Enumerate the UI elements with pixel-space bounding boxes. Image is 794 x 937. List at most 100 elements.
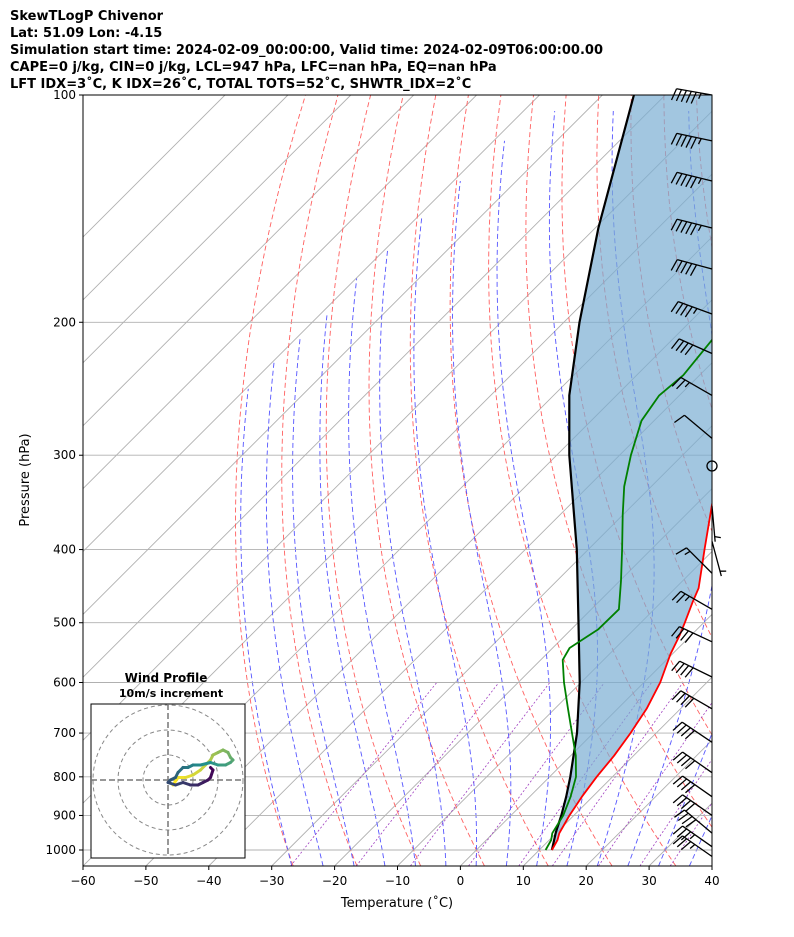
- y-tick-label: 800: [53, 770, 76, 784]
- x-axis-ticks: −60 −50 −40 −30 −20 −10 0 10 20 30 40: [70, 866, 720, 888]
- dry-adiabat-line: [525, 95, 712, 828]
- wind-barb: [672, 825, 713, 848]
- moist-adiabat-line: [452, 180, 512, 866]
- wind-barb: [670, 132, 713, 149]
- indices-label-1: CAPE=0 j/kg, CIN=0 j/kg, LCL=947 hPa, LF…: [10, 60, 497, 75]
- wind-barb: [670, 338, 713, 356]
- wind-barb: [671, 376, 713, 397]
- dry-adiabat-line: [449, 95, 613, 866]
- x-tick-label: 20: [579, 874, 594, 888]
- x-tick-label: −30: [259, 874, 284, 888]
- dry-adiabat-line: [762, 95, 794, 866]
- isotherm-line: [83, 95, 352, 364]
- hodograph-segment: [199, 761, 212, 767]
- isotherm-line: [83, 95, 477, 490]
- cape-cin-shading: [551, 95, 712, 850]
- cin-shading: [551, 95, 712, 850]
- profile-lines: [544, 95, 712, 851]
- y-tick-label: 700: [53, 726, 76, 740]
- isotherm-line: [334, 487, 712, 866]
- wind-barb: [675, 547, 713, 574]
- isotherm-line: [145, 299, 712, 866]
- indices-label-2: LFT IDX=3˚C, K IDX=26˚C, TOTAL TOTS=52˚C…: [10, 77, 472, 92]
- wind-profile-inset: Wind Profile 10m/s increment: [90, 671, 246, 859]
- wind-barb: [672, 835, 713, 858]
- isotherm-line: [711, 865, 712, 866]
- wind-barb: [672, 794, 713, 816]
- wind-barb: [671, 626, 713, 643]
- wind-barb: [670, 171, 713, 189]
- mixing-ratio-line: [290, 682, 438, 866]
- y-tick-label: 300: [53, 448, 76, 462]
- isotherm-line: [83, 95, 540, 553]
- moist-adiabat-line: [413, 216, 478, 866]
- wind-barb: [672, 721, 713, 743]
- wind-barb: [670, 218, 713, 236]
- dewpoint-line: [544, 338, 712, 851]
- x-tick-label: 30: [641, 874, 656, 888]
- x-tick-label: 40: [704, 874, 719, 888]
- dry-adiabat-line: [235, 95, 306, 866]
- isotherm-line: [271, 425, 712, 866]
- wind-barb: [670, 259, 713, 276]
- dry-adiabat-line: [409, 95, 549, 866]
- isotherm-line: [522, 676, 712, 866]
- isotherm-line: [83, 95, 415, 427]
- wind-barb: [670, 301, 713, 318]
- wind-barbs: [670, 88, 727, 858]
- x-tick-label: 10: [516, 874, 531, 888]
- wind-barb: [671, 690, 713, 710]
- moist-adiabat-line: [720, 111, 794, 866]
- moist-adiabat-line: [292, 338, 355, 866]
- wind-barb: [672, 775, 713, 798]
- hodograph-title: Wind Profile: [125, 671, 208, 685]
- wind-barb: [674, 414, 713, 439]
- x-tick-label: −40: [196, 874, 221, 888]
- moist-adiabat-line: [348, 278, 416, 866]
- y-tick-label: 200: [53, 315, 76, 329]
- x-tick-label: −50: [133, 874, 158, 888]
- moist-adiabat-line: [319, 313, 386, 866]
- y-tick-label: 400: [53, 543, 76, 557]
- wind-barb: [670, 88, 713, 104]
- mixing-ratio-line: [669, 802, 712, 866]
- wind-barb: [711, 541, 727, 577]
- chart-header: SkewTLogP Chivenor Lat: 51.09 Lon: -4.15…: [10, 8, 603, 93]
- mixing-ratio-line: [551, 682, 684, 866]
- wind-barb: [672, 751, 713, 774]
- wind-barb: [674, 809, 713, 834]
- hodograph-subtitle: 10m/s increment: [119, 687, 223, 700]
- isotherm-line: [83, 95, 666, 678]
- dry-adiabat-line: [368, 95, 485, 866]
- dry-adiabat-line: [325, 95, 422, 866]
- wind-barb: [671, 590, 713, 610]
- y-tick-label: 500: [53, 616, 76, 630]
- moist-adiabat-line: [240, 388, 293, 866]
- y-tick-label: 900: [53, 808, 76, 822]
- y-tick-label: 100: [53, 88, 76, 102]
- hodograph-segment: [209, 766, 215, 772]
- mixing-ratio-line: [410, 682, 551, 866]
- wind-barb: [671, 660, 713, 678]
- time-label: Simulation start time: 2024-02-09_00:00:…: [10, 43, 603, 58]
- dry-adiabat-line: [281, 95, 358, 866]
- y-axis-label: Pressure (hPa): [18, 433, 33, 526]
- x-tick-label: 0: [457, 874, 465, 888]
- dry-adiabat-line: [729, 95, 794, 866]
- hodograph-segment: [191, 768, 202, 777]
- y-axis-ticks: 100 200 300 400 500 600 700 800 900 1000: [45, 88, 83, 857]
- location-label: Lat: 51.09 Lon: -4.15: [10, 26, 163, 41]
- isotherm-line: [83, 95, 226, 238]
- chart-title: SkewTLogP Chivenor: [10, 9, 164, 24]
- x-tick-label: −20: [322, 874, 347, 888]
- y-tick-label: 600: [53, 676, 76, 690]
- parcel-profile-line: [550, 95, 635, 851]
- mixing-ratio-line: [468, 682, 605, 866]
- wind-barb: [711, 505, 721, 542]
- isotherm-line: [83, 95, 603, 616]
- x-tick-label: −60: [70, 874, 95, 888]
- moist-adiabat-line: [265, 360, 324, 866]
- dry-adiabat-line: [488, 95, 677, 866]
- y-tick-label: 1000: [45, 843, 76, 857]
